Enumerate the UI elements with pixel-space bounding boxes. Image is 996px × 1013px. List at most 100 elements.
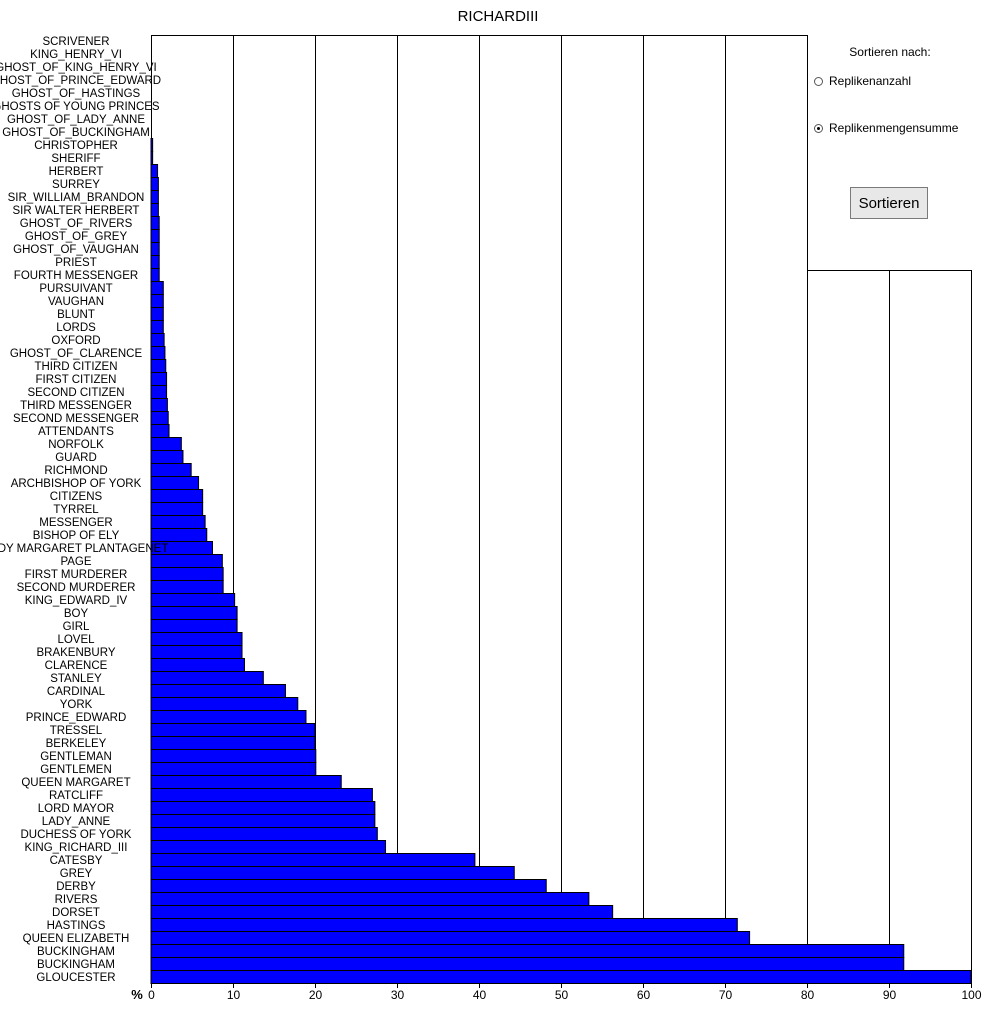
category-label: GHOST_OF_CLARENCE: [10, 348, 143, 360]
bar: [150, 489, 204, 503]
category-label: PRIEST: [55, 257, 97, 269]
bar: [150, 775, 342, 789]
bar: [150, 619, 238, 633]
bar: [150, 632, 243, 646]
category-label: CLARENCE: [45, 660, 108, 672]
x-tick-label: 10: [227, 988, 241, 1002]
x-tick-label: 80: [801, 988, 815, 1002]
bar: [150, 697, 299, 711]
category-label: SIR WALTER HERBERT: [13, 205, 140, 217]
category-label: BISHOP OF ELY: [33, 530, 120, 542]
category-label: BUCKINGHAM: [37, 946, 115, 958]
bar: [150, 346, 166, 360]
sort-heading: Sortieren nach:: [849, 45, 931, 59]
radio-option-replikenanzahl[interactable]: Replikenanzahl: [814, 74, 911, 88]
category-label: TRESSEL: [50, 725, 103, 737]
category-label: GHOST_OF_KING_HENRY_VI: [0, 62, 157, 74]
category-label: BERKELEY: [46, 738, 107, 750]
bar: [150, 229, 160, 243]
bar: [150, 918, 738, 932]
bar: [150, 320, 164, 334]
bar: [150, 411, 169, 425]
bar: [150, 970, 972, 984]
bar: [150, 710, 307, 724]
bar: [150, 203, 159, 217]
bar: [150, 723, 316, 737]
category-label: SECOND MURDERER: [17, 582, 136, 594]
bar: [150, 177, 159, 191]
sort-panel: Sortieren nach: Replikenanzahl Replikenm…: [807, 35, 972, 271]
bar: [150, 905, 614, 919]
category-label: FIRST MURDERER: [25, 569, 128, 581]
category-label: KING_RICHARD_III: [25, 842, 128, 854]
bar: [150, 957, 905, 971]
category-label: SECOND MESSENGER: [13, 413, 139, 425]
category-label: CITIZENS: [50, 491, 103, 503]
bar: [150, 268, 160, 282]
bar: [150, 736, 316, 750]
category-label: HERBERT: [49, 166, 104, 178]
radio-icon[interactable]: [814, 76, 823, 86]
category-label: LADY_ANNE: [42, 816, 111, 828]
bar: [150, 567, 224, 581]
bar: [150, 242, 160, 256]
category-label: SHERIFF: [51, 153, 100, 165]
bar: [150, 931, 751, 945]
category-label: KING_HENRY_VI: [30, 49, 122, 61]
category-label: GHOST_OF_LADY_ANNE: [7, 114, 145, 126]
bar: [150, 294, 164, 308]
category-label: PURSUIVANT: [39, 283, 112, 295]
category-label: SCRIVENER: [42, 36, 109, 48]
bar: [150, 502, 204, 516]
bar: [150, 138, 154, 152]
category-label: GHOST_OF_GREY: [25, 231, 128, 243]
bar: [150, 463, 192, 477]
bar: [150, 788, 373, 802]
bar: [150, 281, 164, 295]
category-label: GUARD: [55, 452, 97, 464]
x-tick-label: 40: [473, 988, 487, 1002]
bar: [150, 580, 224, 594]
category-label: SECOND CITIZEN: [27, 387, 124, 399]
bar: [150, 164, 159, 178]
radio-option-replikenmengensumme[interactable]: Replikenmengensumme: [814, 121, 958, 135]
bar: [150, 606, 238, 620]
radio-selected-icon[interactable]: [814, 123, 823, 133]
category-label: CARDINAL: [47, 686, 106, 698]
category-label: RATCLIFF: [49, 790, 103, 802]
bar: [150, 216, 160, 230]
x-tick-label: 30: [391, 988, 405, 1002]
category-label: LADY MARGARET PLANTAGENET: [0, 543, 168, 555]
bar: [150, 359, 167, 373]
category-label: GENTLEMEN: [40, 764, 112, 776]
category-label: VAUGHAN: [48, 296, 104, 308]
category-label: BOY: [64, 608, 89, 620]
category-label: GHOST_OF_PRINCE_EDWARD: [0, 75, 161, 87]
category-label: LORD MAYOR: [38, 803, 114, 815]
category-label: CHRISTOPHER: [34, 140, 118, 152]
bar: [150, 554, 223, 568]
category-label: GHOST_OF_BUCKINGHAM: [2, 127, 150, 139]
bar: [150, 671, 264, 685]
bar: [150, 333, 165, 347]
category-label: PRINCE_EDWARD: [26, 712, 127, 724]
x-tick-label: 50: [555, 988, 569, 1002]
category-label: GIRL: [63, 621, 90, 633]
x-tick-label: 0: [148, 988, 155, 1002]
category-label: DORSET: [52, 907, 100, 919]
category-label: THIRD MESSENGER: [20, 400, 132, 412]
bar: [150, 255, 160, 269]
sort-button[interactable]: Sortieren: [850, 187, 928, 219]
category-label: PAGE: [60, 556, 91, 568]
bar: [150, 645, 243, 659]
bar: [150, 892, 590, 906]
bar: [150, 762, 317, 776]
category-label: DUCHESS OF YORK: [21, 829, 132, 841]
category-label: GLOUCESTER: [36, 972, 115, 984]
category-label: GENTLEMAN: [40, 751, 112, 763]
category-label: FOURTH MESSENGER: [14, 270, 138, 282]
bar: [150, 658, 245, 672]
bar: [150, 593, 236, 607]
x-tick-label: 70: [719, 988, 733, 1002]
